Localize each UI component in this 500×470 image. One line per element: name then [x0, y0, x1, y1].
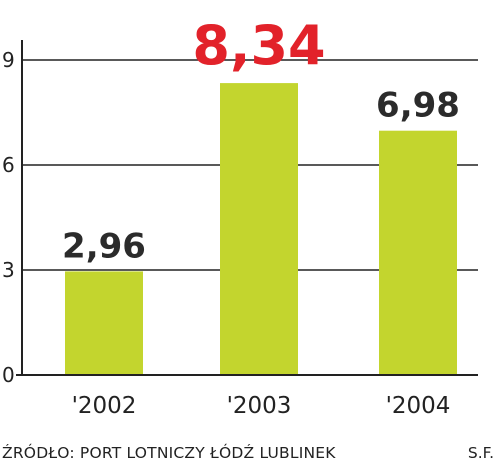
x-tick-label-2004: '2004: [386, 393, 451, 419]
x-tick-label-2002: '2002: [72, 393, 137, 419]
value-labels: 2,96 8,34 6,98: [62, 14, 460, 266]
value-label-2002: 2,96: [62, 226, 146, 266]
value-label-2003: 8,34: [192, 14, 325, 77]
x-tick-label-2003: '2003: [227, 393, 292, 419]
bar-2002: [65, 271, 143, 375]
y-tick-label-9: 9: [2, 48, 15, 72]
bar-chart: 0 3 6 9 '2002 '2003 '2004 2,96 8,34 6,98: [2, 14, 478, 419]
y-tick-label-0: 0: [2, 363, 15, 387]
y-tick-labels: 0 3 6 9: [2, 48, 15, 387]
bar-2003: [220, 83, 298, 375]
source-note: ŹRÓDŁO: PORT LOTNICZY ŁÓDŹ LUBLINEK: [2, 444, 336, 462]
axes: [16, 40, 478, 376]
footer: ŹRÓDŁO: PORT LOTNICZY ŁÓDŹ LUBLINEK S.F.: [0, 442, 500, 466]
y-tick-label-6: 6: [2, 153, 15, 177]
author-initials: S.F.: [467, 444, 494, 462]
x-tick-labels: '2002 '2003 '2004: [72, 393, 451, 419]
value-label-2004: 6,98: [376, 86, 460, 126]
bar-2004: [379, 130, 457, 375]
y-tick-label-3: 3: [2, 258, 15, 282]
bars: [65, 83, 457, 375]
